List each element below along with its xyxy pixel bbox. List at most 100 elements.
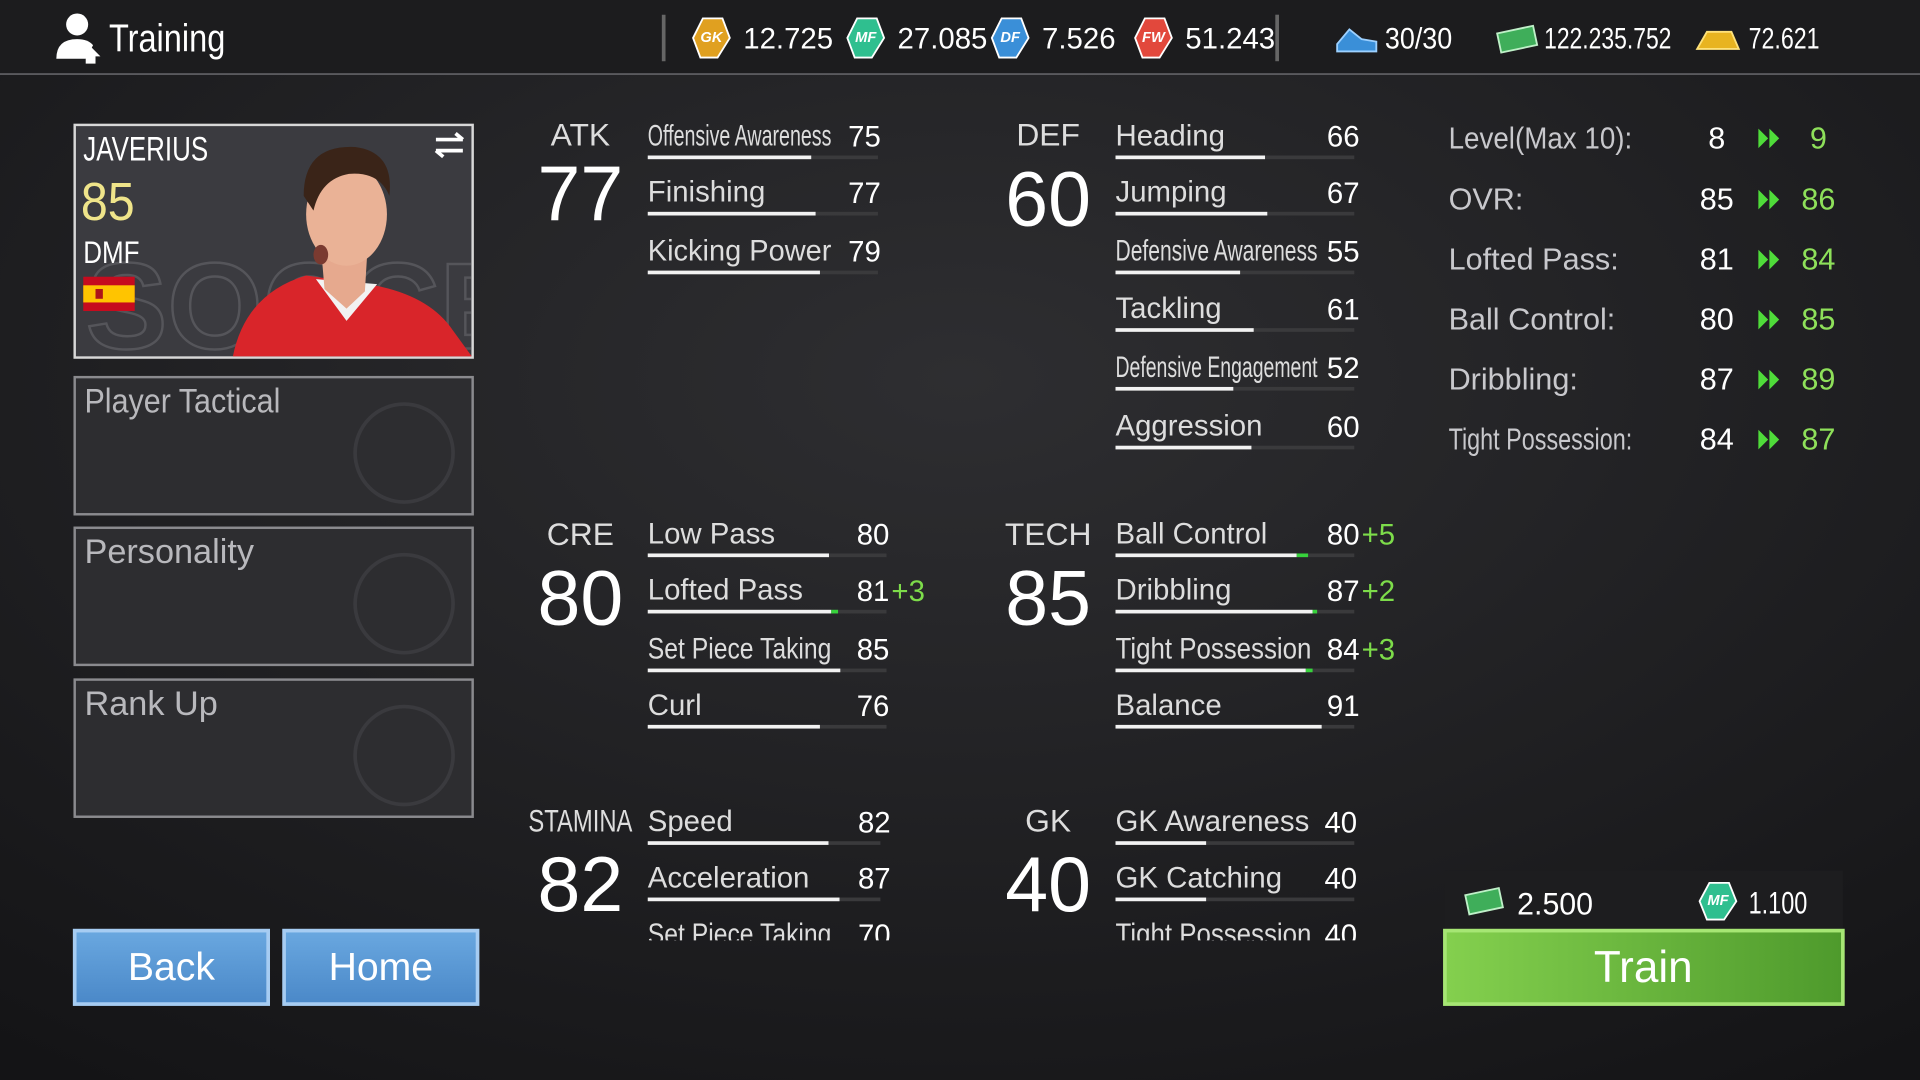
stat-name: Offensive Awareness <box>648 119 832 152</box>
group-value: 77 <box>538 149 624 237</box>
button-body[interactable] <box>72 928 270 1006</box>
stat-bar <box>647 841 829 845</box>
stat-bar <box>647 270 820 275</box>
group-value: 80 <box>538 554 624 642</box>
menu-item[interactable]: Rank Up <box>73 678 474 818</box>
stat-bar <box>1115 155 1266 160</box>
upgrade-row: Lofted Pass: 81 84 <box>1449 243 1836 277</box>
stat-name: Low Pass <box>648 517 775 550</box>
button-label: Home <box>329 946 434 989</box>
header-bar <box>0 0 1920 74</box>
upgrade-label: Ball Control: <box>1449 303 1616 337</box>
swap-icon[interactable] <box>434 132 465 159</box>
menu-watermark <box>353 402 455 504</box>
cost-mf: 1.100 <box>1749 884 1808 920</box>
menu-box[interactable] <box>73 375 474 516</box>
menu-box[interactable] <box>73 678 474 818</box>
menu-label: Rank Up <box>84 685 217 723</box>
upgrade-row: OVR: 85 86 <box>1449 183 1836 217</box>
stat-value: 84 <box>1327 634 1360 667</box>
button-body[interactable] <box>282 928 480 1006</box>
menu-box[interactable] <box>73 526 474 667</box>
stat-bar <box>1115 668 1306 673</box>
gem-label: MF <box>855 30 877 46</box>
stat-name: Aggression <box>1116 410 1263 443</box>
stat-bar <box>1115 609 1313 614</box>
upgrade-current: 8 <box>1708 121 1725 155</box>
upgrade-next: 9 <box>1810 121 1827 155</box>
upgrade-arrow <box>1758 128 1780 149</box>
upgrade-current: 87 <box>1700 363 1734 397</box>
screen-title: Training <box>109 18 225 61</box>
gold-icon <box>1695 30 1741 50</box>
group-value: 85 <box>1005 554 1091 642</box>
menu-item[interactable]: Player Tactical <box>73 375 474 516</box>
currency-gem: GK <box>692 17 731 59</box>
group-value: 40 <box>1005 840 1091 928</box>
cash-icon <box>1496 24 1539 54</box>
stat-bar <box>1115 270 1241 275</box>
upgrade-arrow <box>1758 189 1780 210</box>
stat-name: GK Catching <box>1116 861 1283 894</box>
gem-shape <box>846 17 886 59</box>
menu-watermark <box>353 704 455 807</box>
stat-name: Curl <box>648 689 702 722</box>
stat-bar <box>647 897 840 902</box>
train-button[interactable]: Train <box>1443 928 1845 1006</box>
stat-value: 87 <box>858 863 891 896</box>
stat-name: Set Piece Taking <box>648 632 832 665</box>
stat-name: Tackling <box>1116 292 1222 325</box>
stat-bar <box>647 668 841 673</box>
stat-name: Speed <box>648 805 733 838</box>
gem-label: FW <box>1142 30 1166 46</box>
player-card: SOCCER <box>73 123 474 359</box>
stamina-count: 30/30 <box>1385 23 1452 56</box>
stat-boost-bar <box>831 609 839 614</box>
stat-track <box>1115 841 1355 845</box>
stat-name: Defensive Engagement <box>1116 351 1318 384</box>
stat-name: Dribbling <box>1116 574 1232 607</box>
stat-boost-bar <box>1312 609 1318 614</box>
group-name: DEF <box>1016 117 1080 153</box>
player-position: DMF <box>83 234 139 270</box>
stat-name: Heading <box>1116 119 1225 152</box>
stat-bar <box>647 211 816 216</box>
menu-watermark <box>353 552 455 655</box>
stat-name: Finishing <box>648 176 766 209</box>
currency-gem: FW <box>1134 17 1173 59</box>
cost-cash: 2.500 <box>1517 886 1593 922</box>
nav-button[interactable]: Back <box>72 928 270 1006</box>
group-name: TECH <box>1005 516 1092 552</box>
button-label: Back <box>128 946 215 989</box>
stat-value: 85 <box>857 634 890 667</box>
group-name: GK <box>1025 802 1071 838</box>
group-value: 82 <box>538 840 624 928</box>
upgrade-label: Dribbling: <box>1449 363 1578 397</box>
stat-track <box>1115 386 1355 391</box>
stat-value: 60 <box>1327 411 1360 444</box>
stat-bar <box>1115 897 1207 902</box>
upgrade-next: 84 <box>1801 243 1835 277</box>
upgrade-row: Ball Control: 80 85 <box>1449 303 1836 337</box>
stat-boost: +5 <box>1362 519 1395 552</box>
button-body[interactable] <box>1443 928 1845 1006</box>
upgrade-arrow <box>1758 429 1780 450</box>
gem-label: DF <box>1000 30 1021 46</box>
stat-bar <box>1115 724 1322 729</box>
button-label: Train <box>1594 943 1693 992</box>
menu-item[interactable]: Personality <box>73 526 474 667</box>
gem-shape <box>990 17 1030 59</box>
cash-amount: 122.235.752 <box>1544 23 1671 56</box>
stat-value: 87 <box>1327 575 1360 608</box>
stat-value: 91 <box>1327 690 1360 723</box>
stat-name: Jumping <box>1116 176 1227 209</box>
currency-amount: 51.243 <box>1185 23 1275 56</box>
upgrade-label: Level(Max 10): <box>1449 121 1633 155</box>
stat-boost-bar <box>1296 553 1309 558</box>
stat-bar <box>1115 445 1252 450</box>
nav-button[interactable]: Home <box>282 928 480 1006</box>
